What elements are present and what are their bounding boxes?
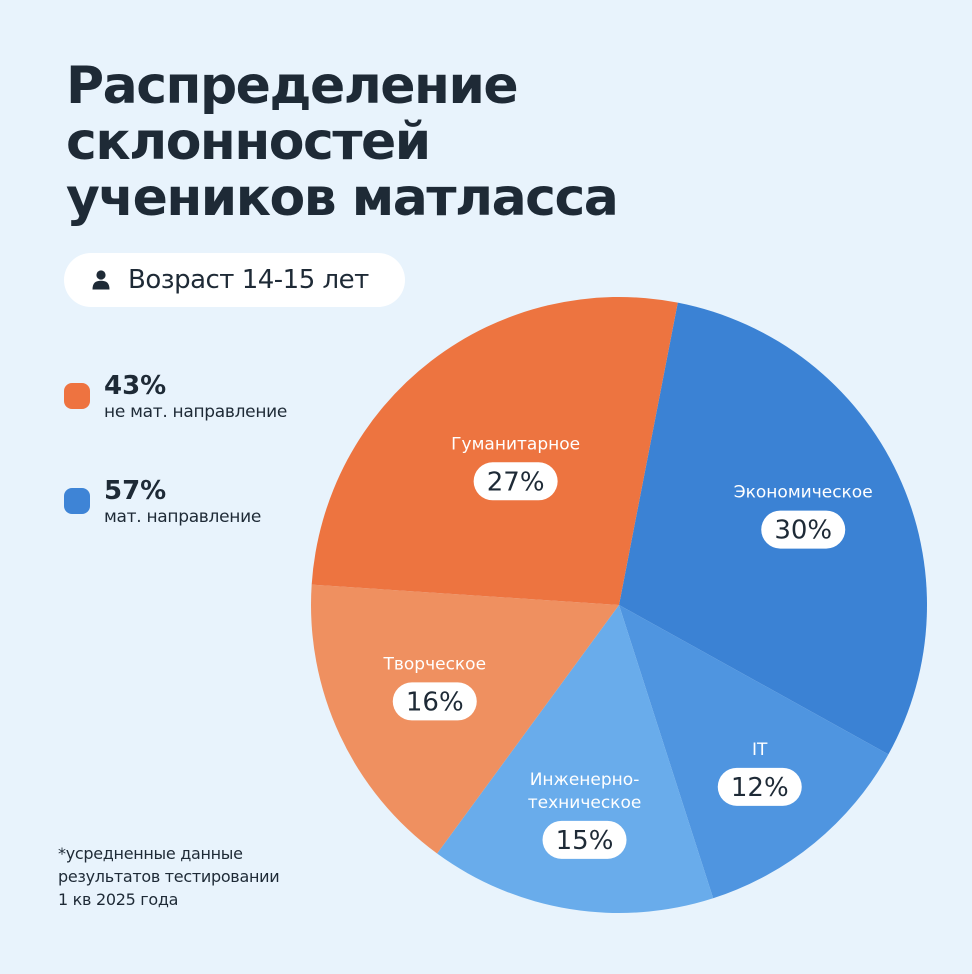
pie-slice-2 — [437, 605, 714, 913]
slice-label-text: IT — [752, 740, 768, 760]
slice-value-text: 30% — [774, 516, 832, 546]
pie-label-3: Творческое 16% — [382, 654, 486, 721]
legend-item-non-math: 43% не мат. направление — [64, 371, 287, 423]
slice-value-pill — [542, 820, 627, 859]
slice-value-pill — [473, 462, 558, 501]
footnote: *усредненные данные результатов тестиров… — [58, 842, 280, 911]
slice-label-text: Инженерно- — [530, 770, 640, 790]
slice-value-text: 12% — [731, 773, 789, 803]
legend-value: 57% — [104, 476, 167, 506]
age-badge: Возраст 14-15 лет — [64, 253, 405, 307]
slice-value-pill — [392, 682, 477, 721]
page-title: Распределение склонностей учеников матла… — [66, 58, 686, 226]
legend-label: не мат. направление — [104, 402, 288, 422]
title-line-1: Распределение — [66, 56, 519, 116]
person-icon — [92, 270, 110, 290]
legend-swatch-blue — [64, 488, 90, 514]
footnote-line-1: *усредненные данные — [58, 844, 243, 863]
slice-value-text: 27% — [487, 467, 545, 497]
slice-value-text: 16% — [406, 687, 464, 717]
slice-label-text: техническое — [528, 793, 642, 813]
pie-label-4: Гуманитарное 27% — [451, 434, 580, 501]
legend-item-math: 57% мат. направление — [64, 476, 261, 528]
age-badge-label: Возраст 14-15 лет — [128, 265, 369, 295]
slice-label-text: Экономическое — [734, 483, 873, 503]
legend-label: мат. направление — [104, 507, 261, 527]
slice-label-text: Гуманитарное — [451, 434, 580, 454]
slice-label-text: Творческое — [382, 654, 486, 674]
title-line-2: склонностей — [66, 112, 431, 172]
pie-label-0: Экономическое 30% — [734, 483, 873, 549]
legend-value: 43% — [104, 371, 167, 401]
footnote-line-2: результатов тестировании — [58, 867, 280, 886]
legend-swatch-orange — [64, 383, 90, 409]
title-line-3: учеников матласса — [66, 168, 619, 228]
pie-slice-3 — [311, 584, 619, 854]
pie-label-2: Инженерно-техническое 15% — [528, 770, 642, 859]
slice-value-pill — [717, 767, 802, 806]
slice-value-text: 15% — [556, 826, 614, 856]
pie-slice-1 — [619, 605, 889, 899]
slice-value-pill — [761, 510, 846, 549]
pie-label-1: IT 12% — [717, 740, 802, 806]
footnote-line-3: 1 кв 2025 года — [58, 890, 179, 909]
pie-slice-4 — [311, 297, 678, 605]
